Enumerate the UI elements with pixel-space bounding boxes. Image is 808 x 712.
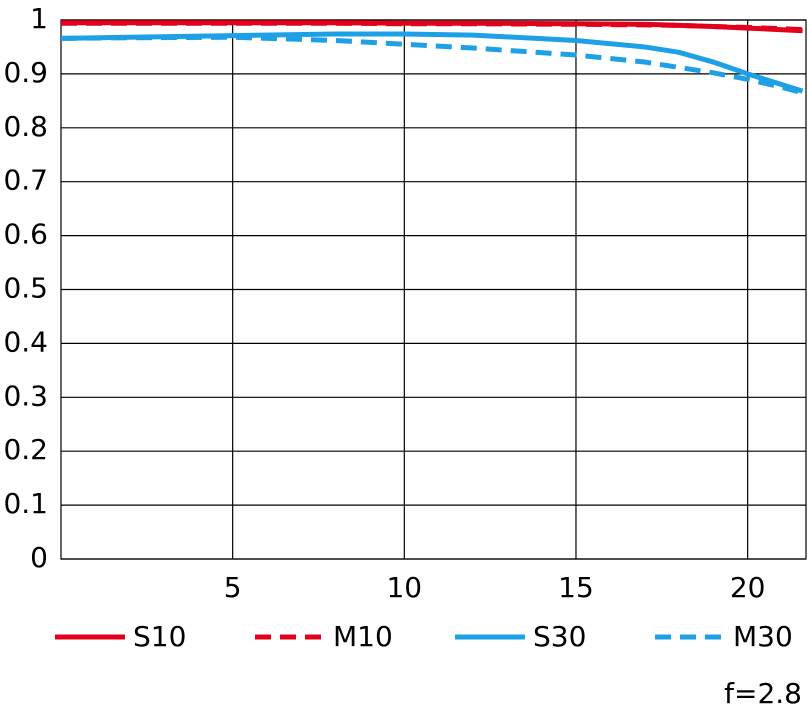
y-tick-label: 0.8 [3,110,48,143]
y-tick-label: 0.6 [3,218,48,251]
x-tick-label: 10 [386,571,422,604]
series-line [61,20,803,33]
series-line [60,34,804,96]
y-tick-label: 0.2 [3,433,48,466]
x-tick-label: 15 [558,571,594,604]
y-tick-label: 0.7 [3,164,48,197]
annotation: f=2.8 [724,677,802,710]
y-tick-label: 0.4 [3,325,48,358]
x-tick-label: 5 [224,571,242,604]
y-tick-label: 1 [30,2,48,35]
legend-label: M30 [733,620,793,653]
y-tick-label: 0 [30,541,48,574]
y-tick-label: 0.5 [3,272,48,305]
y-tick-label: 0.9 [3,56,48,89]
y-tick-label: 0.3 [3,379,48,412]
series-line [60,31,804,94]
legend-label: S10 [133,620,186,653]
x-tick-label: 20 [730,571,766,604]
legend-label: M10 [333,620,393,653]
y-tick-label: 0.1 [3,487,48,520]
legend-label: S30 [533,620,586,653]
